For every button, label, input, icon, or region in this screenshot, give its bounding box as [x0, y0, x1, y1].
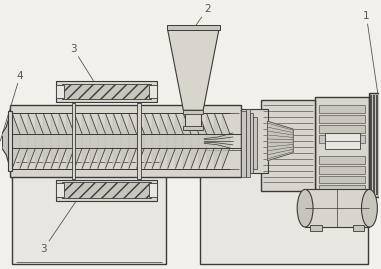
Polygon shape [106, 113, 113, 169]
Bar [319, 185, 365, 193]
Bar [137, 103, 141, 179]
Bar [305, 189, 370, 227]
Polygon shape [59, 113, 67, 169]
Polygon shape [82, 113, 90, 169]
Polygon shape [215, 113, 222, 169]
Polygon shape [28, 113, 35, 169]
Bar [319, 125, 365, 133]
Polygon shape [160, 113, 168, 169]
Bar [200, 148, 368, 264]
Polygon shape [136, 113, 144, 169]
Bar [352, 225, 365, 231]
Bar [319, 176, 365, 183]
Bar [319, 135, 365, 143]
Bar [325, 133, 360, 149]
Ellipse shape [297, 189, 313, 227]
Polygon shape [222, 113, 230, 169]
Ellipse shape [362, 189, 377, 227]
Polygon shape [129, 113, 136, 169]
Polygon shape [176, 113, 183, 169]
Polygon shape [191, 113, 199, 169]
Polygon shape [168, 29, 219, 110]
Bar [315, 97, 370, 193]
Polygon shape [43, 113, 51, 169]
Bar [12, 160, 166, 264]
Bar [62, 182, 151, 198]
Bar [56, 84, 64, 98]
Bar [72, 103, 75, 179]
Bar [253, 117, 257, 169]
Bar [250, 113, 253, 173]
Bar [241, 109, 269, 173]
Polygon shape [0, 113, 10, 169]
Polygon shape [90, 113, 98, 169]
Polygon shape [121, 113, 129, 169]
Polygon shape [51, 113, 59, 169]
Text: 3: 3 [70, 44, 93, 80]
Bar [370, 93, 381, 197]
Polygon shape [35, 113, 43, 169]
Bar [319, 156, 365, 164]
Bar [241, 111, 246, 176]
Polygon shape [152, 113, 160, 169]
Polygon shape [67, 113, 74, 169]
Polygon shape [207, 113, 215, 169]
Bar [56, 80, 157, 102]
Bar [166, 25, 220, 30]
Bar [10, 105, 241, 176]
Bar [183, 110, 203, 114]
Polygon shape [267, 121, 293, 161]
Bar [149, 183, 157, 197]
Bar [319, 105, 365, 113]
Polygon shape [199, 113, 207, 169]
Bar [319, 166, 365, 174]
Text: 3: 3 [40, 190, 83, 254]
Polygon shape [12, 113, 20, 169]
Bar [8, 111, 12, 171]
Bar [149, 84, 157, 98]
Polygon shape [98, 113, 106, 169]
Polygon shape [74, 113, 82, 169]
Polygon shape [183, 113, 191, 169]
Bar [310, 225, 322, 231]
Bar [56, 183, 64, 197]
Polygon shape [168, 113, 176, 169]
Text: 4: 4 [0, 71, 23, 141]
Polygon shape [113, 113, 121, 169]
Bar [319, 115, 365, 123]
Bar [183, 126, 203, 130]
Text: 2: 2 [193, 4, 210, 29]
Text: 1: 1 [363, 11, 378, 97]
Bar [261, 100, 315, 192]
Bar [0, 136, 2, 146]
Bar [185, 110, 201, 130]
Bar [56, 179, 157, 201]
Bar [62, 84, 151, 99]
Polygon shape [144, 113, 152, 169]
Polygon shape [20, 113, 28, 169]
Bar [246, 109, 250, 176]
